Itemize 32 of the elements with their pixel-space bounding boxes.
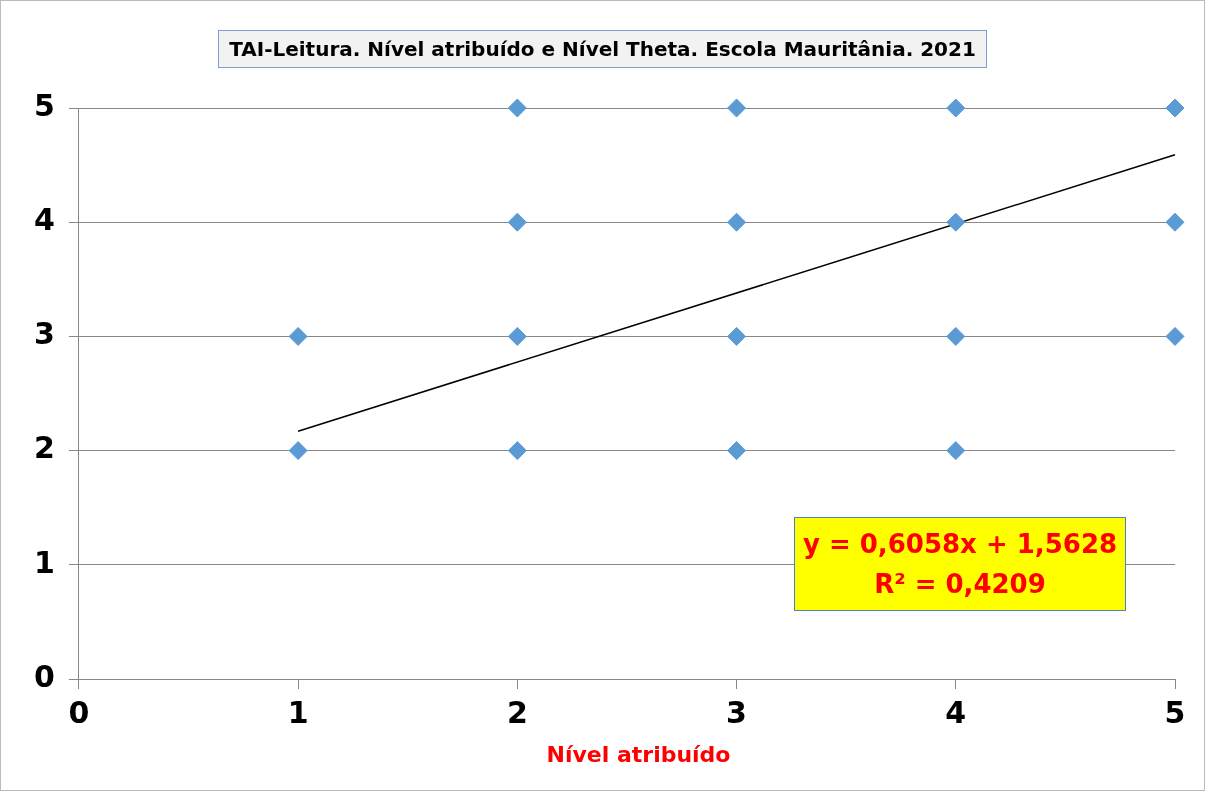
x-tick-label: 2 <box>506 694 528 730</box>
point <box>946 441 966 461</box>
point <box>1165 98 1185 118</box>
point <box>727 326 747 346</box>
point <box>727 98 747 118</box>
point <box>727 212 747 232</box>
chart-title: TAI-Leitura. Nível atribuído e Nível Theta. Escola Mauritânia. 2021 <box>218 30 987 68</box>
x-axis-title: Nível atribuído <box>545 742 732 767</box>
y-tick-label: 0 <box>34 658 55 694</box>
point <box>507 441 527 461</box>
point <box>946 98 966 118</box>
point <box>288 441 308 461</box>
point <box>946 212 966 232</box>
y-tick-label: 4 <box>34 202 55 237</box>
point <box>1165 326 1185 346</box>
x-tick-label: 1 <box>287 694 309 730</box>
y-tick-label: 3 <box>34 316 55 352</box>
y-tick-label: 1 <box>34 544 55 580</box>
point <box>946 326 966 346</box>
point <box>1165 212 1185 232</box>
point <box>727 441 747 461</box>
annotation: y = 0,6058x + 1,5628 R² = 0,4209 <box>794 517 1126 611</box>
point <box>288 326 308 346</box>
y-tick-label: 5 <box>34 87 55 123</box>
x-tick-label: 4 <box>945 694 967 730</box>
x-tick-label: 0 <box>68 694 90 730</box>
y-tick-label: 2 <box>34 430 55 466</box>
x-tick-label: 3 <box>726 694 747 730</box>
x-tick-label: 5 <box>1164 694 1186 730</box>
point <box>507 326 527 346</box>
point <box>507 98 527 118</box>
point <box>507 212 527 232</box>
